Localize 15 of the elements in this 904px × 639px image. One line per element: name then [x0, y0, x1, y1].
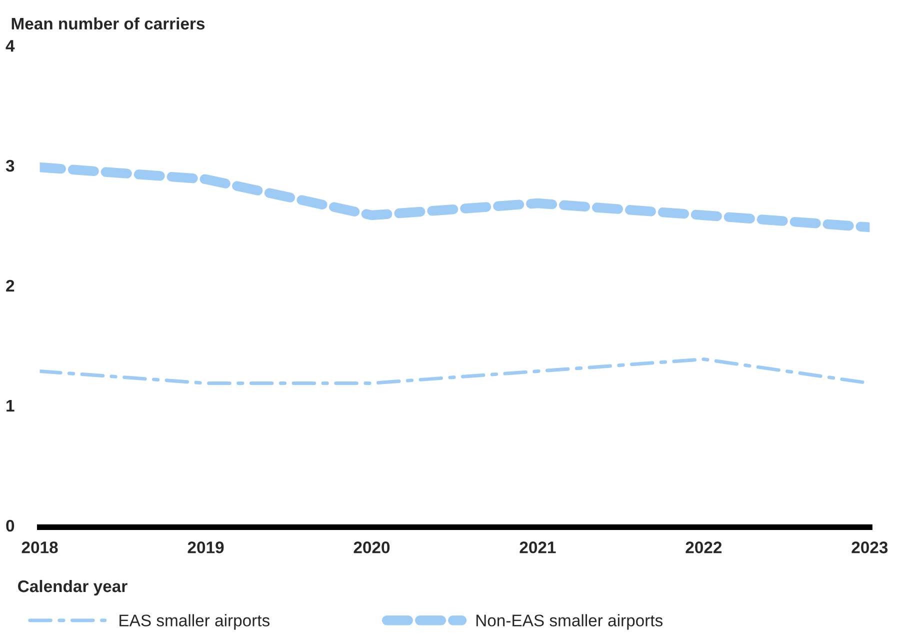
y-axis-title: Mean number of carriers — [12, 17, 205, 30]
y-tick-label: 3 — [6, 160, 14, 172]
x-axis-title: Calendar year — [18, 580, 128, 596]
y-tick-label: 0 — [6, 520, 14, 532]
y-tick-label: 4 — [6, 40, 15, 52]
y-tick-label: 2 — [6, 280, 14, 292]
x-tick-label: 2022 — [686, 542, 722, 554]
x-tick-label: 2021 — [520, 542, 556, 554]
x-tick-label: 2018 — [22, 542, 58, 554]
y-tick-label: 1 — [6, 400, 14, 412]
x-tick-label: 2020 — [354, 542, 390, 554]
legend-label: EAS smaller airports — [120, 614, 270, 630]
x-tick-label: 2023 — [852, 542, 888, 554]
legend-label: Non-EAS smaller airports — [476, 614, 663, 630]
x-tick-label: 2019 — [188, 542, 224, 554]
